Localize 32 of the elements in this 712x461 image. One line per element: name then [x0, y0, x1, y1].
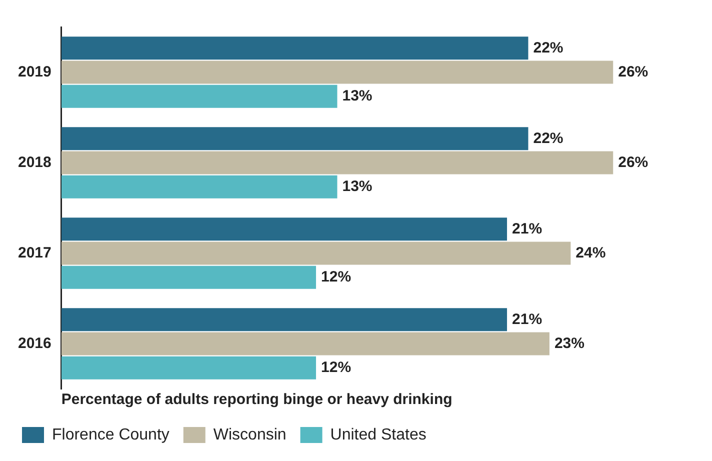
legend-label: Florence County	[52, 426, 170, 444]
data-label: 13%	[342, 88, 372, 105]
data-label: 24%	[576, 244, 606, 262]
y-tick-label: 2017	[18, 244, 52, 262]
data-label: 13%	[342, 178, 372, 196]
bar	[61, 266, 316, 289]
legend-label: United States	[330, 426, 426, 444]
data-label: 26%	[618, 154, 648, 171]
y-tick-label: 2016	[18, 334, 52, 352]
data-label: 12%	[321, 268, 352, 286]
y-tick-label: 2018	[18, 154, 52, 171]
data-label: 22%	[533, 130, 564, 147]
legend-label: Wisconsin	[213, 426, 286, 444]
data-label: 21%	[512, 310, 542, 328]
bar	[61, 84, 338, 108]
data-label: 12%	[321, 359, 352, 376]
bar	[61, 151, 614, 174]
bar	[61, 127, 528, 150]
y-tick-label: 2019	[18, 63, 52, 80]
bar	[61, 36, 528, 60]
data-label: 23%	[554, 334, 584, 352]
bar	[61, 332, 550, 356]
data-label: 26%	[618, 63, 648, 80]
bar	[61, 218, 508, 241]
bar	[61, 60, 614, 84]
bar	[61, 242, 571, 265]
bar	[61, 175, 338, 198]
data-label: 22%	[533, 39, 564, 56]
x-axis-title: Percentage of adults reporting binge or heavy drinking	[61, 391, 452, 408]
data-label: 21%	[512, 220, 542, 238]
bar	[61, 308, 508, 332]
bar	[61, 356, 316, 380]
